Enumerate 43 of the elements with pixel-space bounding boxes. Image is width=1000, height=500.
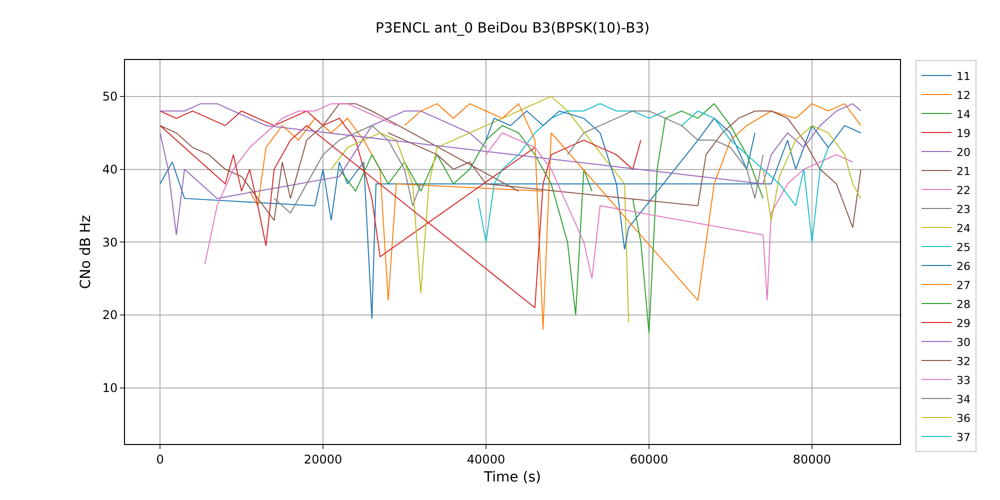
y-tick-label: 30 — [102, 235, 118, 250]
y-tick-label: 10 — [102, 381, 118, 396]
x-axis-title: Time (s) — [483, 470, 541, 486]
x-tick-label: 80000 — [792, 452, 832, 466]
legend-label: 30 — [956, 336, 970, 349]
line-series — [486, 132, 854, 301]
y-tick-label: 40 — [102, 162, 118, 176]
line-series — [204, 103, 397, 265]
legend-label: 29 — [956, 316, 970, 330]
legend-label: 11 — [956, 70, 970, 83]
line-series — [274, 125, 422, 214]
legend-label: 25 — [956, 240, 970, 254]
y-axis-title: CNo dB Hz — [78, 214, 94, 290]
legend-label: 33 — [956, 374, 970, 387]
line-series — [632, 103, 764, 334]
line-series — [762, 125, 862, 221]
x-tick-label: 60000 — [630, 452, 668, 466]
legend-label: 20 — [956, 146, 970, 159]
legend-label: 26 — [956, 260, 970, 273]
legend-label: 28 — [956, 298, 970, 311]
y-tick-label: 50 — [102, 90, 118, 104]
line-series — [567, 110, 764, 199]
line-series — [681, 110, 829, 243]
legend-label: 36 — [956, 412, 970, 425]
line-series — [330, 96, 630, 323]
x-tick-label: 0 — [156, 452, 164, 466]
legend-label: 23 — [956, 202, 970, 216]
x-tick-label: 40000 — [466, 452, 506, 466]
line-series — [338, 125, 592, 316]
legend-label: 34 — [956, 392, 970, 406]
x-tick-label: 20000 — [304, 452, 342, 466]
legend-label: 12 — [956, 88, 970, 102]
legend-label: 24 — [956, 222, 970, 235]
legend-label: 19 — [956, 126, 970, 140]
legend-label: 14 — [956, 108, 970, 121]
legend-label: 37 — [956, 430, 970, 444]
legend-label: 22 — [956, 184, 970, 197]
legend-label: 21 — [956, 164, 970, 178]
y-tick-label: 20 — [102, 308, 118, 322]
line-series — [477, 103, 666, 243]
legend-label: 32 — [956, 354, 970, 368]
legend-label: 27 — [956, 278, 970, 292]
chart-title: P3ENCL ant_0 BeiDou B3(BPSK(10)-B3) — [375, 20, 650, 36]
